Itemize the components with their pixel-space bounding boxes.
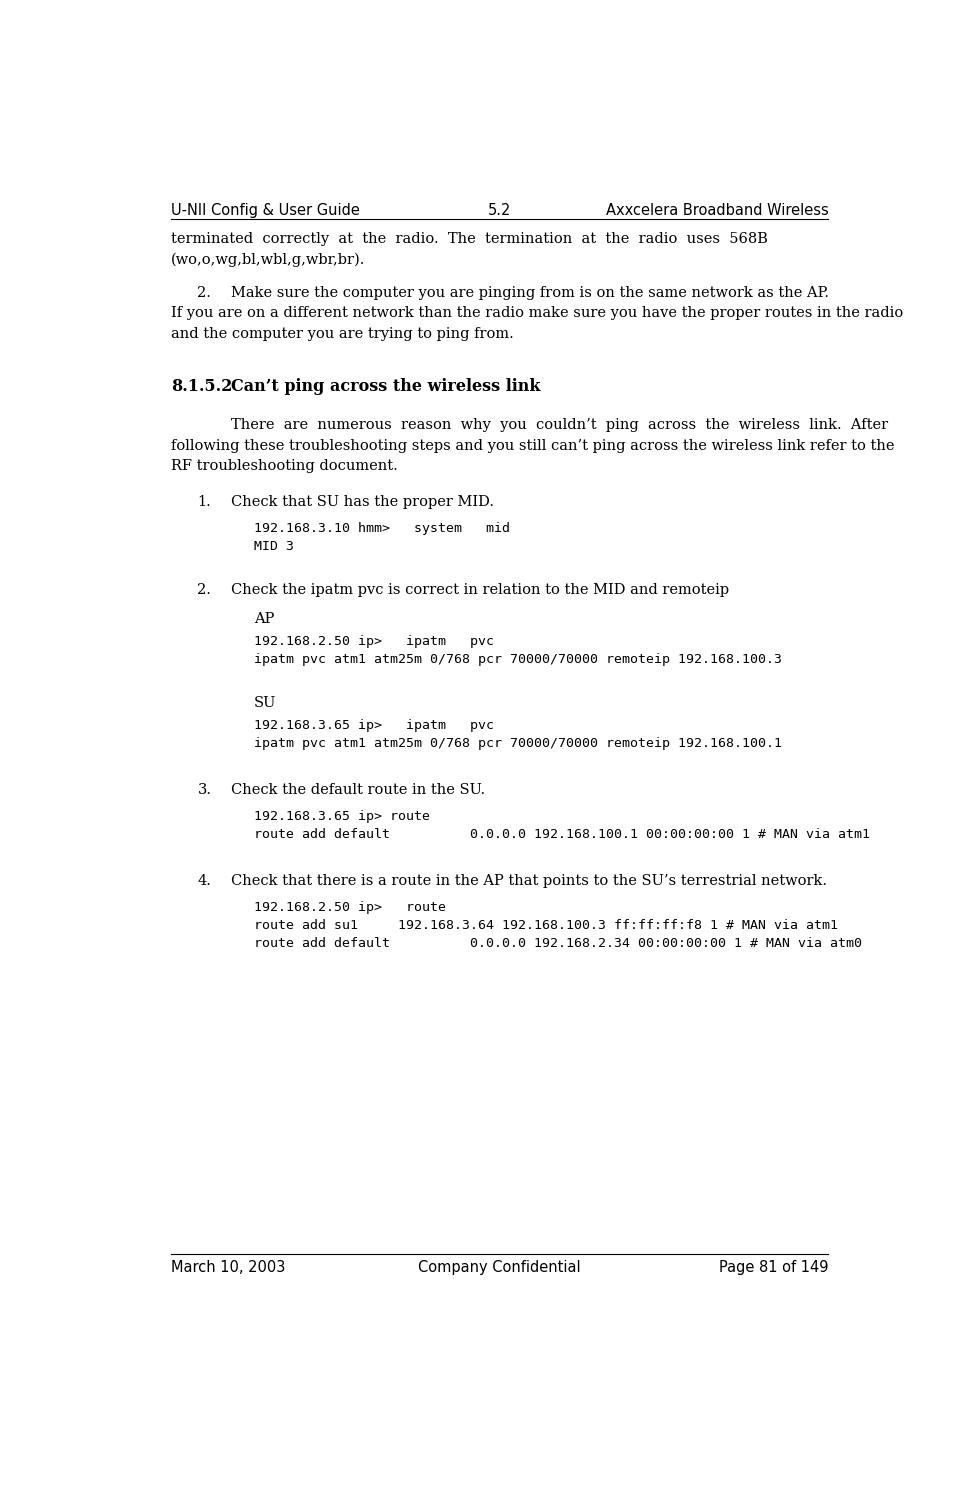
Text: RF troubleshooting document.: RF troubleshooting document. (171, 460, 398, 473)
Text: following these troubleshooting steps and you still can’t ping across the wirele: following these troubleshooting steps an… (171, 439, 894, 452)
Text: route add su1     192.168.3.64 192.168.100.3 ff:ff:ff:f8 1 # MAN via atm1: route add su1 192.168.3.64 192.168.100.3… (254, 920, 838, 932)
Text: Company Confidential: Company Confidential (418, 1260, 581, 1275)
Text: 3.: 3. (197, 782, 212, 797)
Text: 192.168.2.50 ip>   route: 192.168.2.50 ip> route (254, 900, 447, 914)
Text: 5.2: 5.2 (488, 203, 511, 218)
Text: terminated  correctly  at  the  radio.  The  termination  at  the  radio  uses  : terminated correctly at the radio. The t… (171, 231, 768, 246)
Text: 2.: 2. (197, 584, 212, 597)
Text: and the computer you are trying to ping from.: and the computer you are trying to ping … (171, 327, 514, 340)
Text: There  are  numerous  reason  why  you  couldn’t  ping  across  the  wireless  l: There are numerous reason why you couldn… (231, 418, 888, 431)
Text: Can’t ping across the wireless link: Can’t ping across the wireless link (231, 378, 541, 394)
Text: AP: AP (254, 612, 275, 626)
Text: 192.168.3.65 ip> route: 192.168.3.65 ip> route (254, 809, 430, 823)
Text: 192.168.2.50 ip>   ipatm   pvc: 192.168.2.50 ip> ipatm pvc (254, 635, 494, 648)
Text: Axxcelera Broadband Wireless: Axxcelera Broadband Wireless (605, 203, 829, 218)
Text: Page 81 of 149: Page 81 of 149 (719, 1260, 829, 1275)
Text: 2.: 2. (197, 285, 212, 300)
Text: SU: SU (254, 696, 277, 711)
Text: route add default          0.0.0.0 192.168.100.1 00:00:00:00 1 # MAN via atm1: route add default 0.0.0.0 192.168.100.1 … (254, 829, 870, 841)
Text: Check the ipatm pvc is correct in relation to the MID and remoteip: Check the ipatm pvc is correct in relati… (231, 584, 729, 597)
Text: (wo,o,wg,bl,wbl,g,wbr,br).: (wo,o,wg,bl,wbl,g,wbr,br). (171, 252, 366, 267)
Text: 8.1.5.2: 8.1.5.2 (171, 378, 232, 394)
Text: ipatm pvc atm1 atm25m 0/768 pcr 70000/70000 remoteip 192.168.100.3: ipatm pvc atm1 atm25m 0/768 pcr 70000/70… (254, 654, 782, 666)
Text: 192.168.3.65 ip>   ipatm   pvc: 192.168.3.65 ip> ipatm pvc (254, 720, 494, 732)
Text: U-NII Config & User Guide: U-NII Config & User Guide (171, 203, 360, 218)
Text: If you are on a different network than the radio make sure you have the proper r: If you are on a different network than t… (171, 306, 903, 321)
Text: Make sure the computer you are pinging from is on the same network as the AP.: Make sure the computer you are pinging f… (231, 285, 830, 300)
Text: Check the default route in the SU.: Check the default route in the SU. (231, 782, 486, 797)
Text: 4.: 4. (197, 873, 212, 888)
Text: 192.168.3.10 hmm>   system   mid: 192.168.3.10 hmm> system mid (254, 521, 510, 534)
Text: MID 3: MID 3 (254, 540, 294, 552)
Text: ipatm pvc atm1 atm25m 0/768 pcr 70000/70000 remoteip 192.168.100.1: ipatm pvc atm1 atm25m 0/768 pcr 70000/70… (254, 738, 782, 751)
Text: Check that there is a route in the AP that points to the SU’s terrestrial networ: Check that there is a route in the AP th… (231, 873, 828, 888)
Text: Check that SU has the proper MID.: Check that SU has the proper MID. (231, 494, 494, 509)
Text: route add default          0.0.0.0 192.168.2.34 00:00:00:00 1 # MAN via atm0: route add default 0.0.0.0 192.168.2.34 0… (254, 938, 862, 951)
Text: March 10, 2003: March 10, 2003 (171, 1260, 286, 1275)
Text: 1.: 1. (197, 494, 212, 509)
